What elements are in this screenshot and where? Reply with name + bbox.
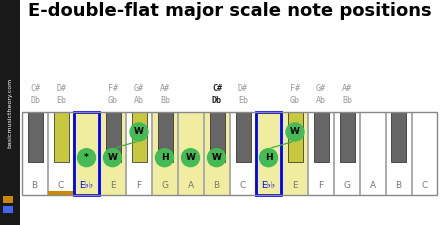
Bar — [360, 112, 385, 195]
Text: E♭♭: E♭♭ — [261, 180, 275, 189]
Text: Eb: Eb — [238, 96, 248, 105]
Bar — [54, 112, 69, 162]
Circle shape — [182, 149, 199, 167]
Bar — [178, 112, 203, 195]
Text: E♭♭: E♭♭ — [80, 180, 94, 189]
Text: F: F — [136, 180, 141, 189]
Bar — [132, 112, 147, 162]
Text: G#: G# — [316, 84, 326, 93]
Bar — [22, 112, 437, 195]
Bar — [282, 112, 307, 195]
Text: Gb: Gb — [108, 96, 118, 105]
Text: Eb: Eb — [56, 96, 66, 105]
Text: Bb: Bb — [160, 96, 170, 105]
Text: H: H — [265, 153, 272, 162]
Bar — [3, 206, 13, 213]
Circle shape — [103, 149, 121, 167]
Text: D#: D# — [56, 84, 66, 93]
Text: C#: C# — [212, 84, 222, 93]
Text: B: B — [31, 180, 37, 189]
Text: Bb: Bb — [342, 96, 352, 105]
Circle shape — [130, 123, 148, 141]
Bar — [22, 112, 47, 195]
Text: A: A — [187, 180, 194, 189]
Bar — [235, 112, 250, 162]
Bar — [152, 112, 177, 195]
Bar — [106, 112, 121, 162]
Text: G: G — [161, 180, 168, 189]
Bar — [0, 0, 20, 225]
Text: W: W — [107, 153, 117, 162]
Circle shape — [155, 149, 173, 167]
Text: Ab: Ab — [316, 96, 326, 105]
Bar — [3, 196, 13, 203]
Bar — [74, 112, 99, 195]
Bar — [158, 112, 172, 162]
Text: W: W — [212, 153, 221, 162]
Text: E-double-flat major scale note positions: E-double-flat major scale note positions — [28, 2, 432, 20]
Text: Ab: Ab — [134, 96, 144, 105]
Bar — [256, 112, 281, 195]
Text: A#: A# — [342, 84, 352, 93]
Bar — [313, 112, 329, 162]
Bar — [100, 112, 125, 195]
Text: F#: F# — [108, 84, 118, 93]
Bar — [28, 112, 43, 162]
Text: C: C — [422, 180, 428, 189]
Text: Db: Db — [212, 96, 222, 105]
Text: H: H — [161, 153, 169, 162]
Text: B: B — [213, 180, 220, 189]
Text: *: * — [84, 153, 89, 162]
Text: D#: D# — [238, 84, 248, 93]
Bar — [334, 112, 359, 195]
Text: A: A — [370, 180, 376, 189]
Bar — [74, 112, 99, 195]
Bar — [340, 112, 355, 162]
Text: G#: G# — [134, 84, 144, 93]
Text: W: W — [186, 153, 195, 162]
Text: Gb: Gb — [290, 96, 300, 105]
Text: W: W — [290, 128, 300, 137]
Circle shape — [208, 149, 225, 167]
Text: F#: F# — [290, 84, 300, 93]
Text: basicmusictheory.com: basicmusictheory.com — [7, 77, 12, 148]
Bar — [308, 112, 333, 195]
Text: F: F — [318, 180, 323, 189]
Bar — [48, 191, 73, 196]
Text: C: C — [239, 180, 246, 189]
Circle shape — [260, 149, 278, 167]
Text: E: E — [110, 180, 115, 189]
Text: B: B — [396, 180, 402, 189]
Bar — [256, 112, 281, 195]
Bar — [287, 112, 303, 162]
Bar — [204, 112, 229, 195]
Text: C#: C# — [30, 84, 40, 93]
Text: C: C — [57, 180, 64, 189]
Text: W: W — [134, 128, 144, 137]
Bar — [209, 112, 224, 162]
Bar — [412, 112, 437, 195]
Text: Db: Db — [30, 96, 40, 105]
Bar — [230, 112, 255, 195]
Bar — [126, 112, 151, 195]
Bar — [386, 112, 411, 195]
Text: A#: A# — [160, 84, 170, 93]
Circle shape — [77, 149, 95, 167]
Circle shape — [286, 123, 304, 141]
Text: E: E — [292, 180, 297, 189]
Bar — [392, 112, 407, 162]
Text: G: G — [343, 180, 350, 189]
Bar — [48, 112, 73, 195]
